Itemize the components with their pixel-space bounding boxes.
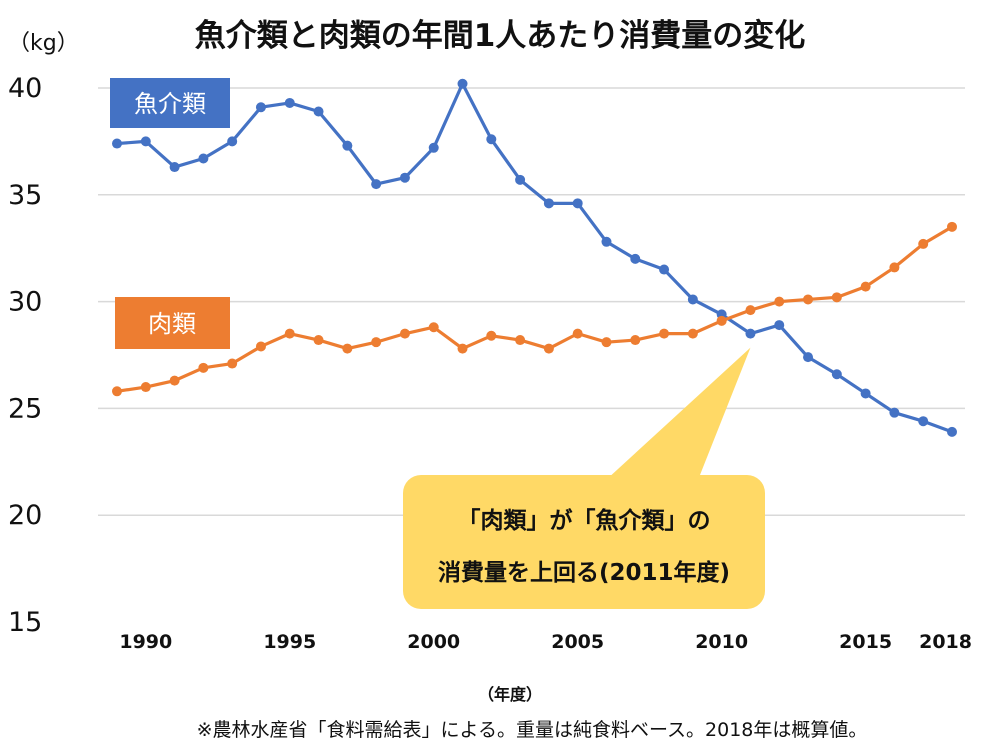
- series-line: [116, 82, 953, 434]
- annotation-callout: 「肉類」が「魚介類」の 消費量を上回る(2011年度): [403, 347, 765, 609]
- x-tick-label: 2018: [919, 631, 972, 653]
- data-point: [860, 388, 871, 399]
- callout-box: [403, 475, 765, 609]
- data-point: [630, 253, 641, 264]
- data-point: [918, 238, 929, 249]
- data-point: [803, 294, 814, 305]
- data-point: [774, 296, 785, 307]
- data-point: [745, 328, 756, 339]
- data-point: [572, 198, 583, 209]
- callout-line-1: 「肉類」が「魚介類」の: [458, 507, 711, 534]
- x-axis-ticks: 1990 1995 2000 2005 2010 2015 2018: [119, 631, 972, 653]
- y-tick-label: 15: [8, 607, 42, 638]
- data-point: [284, 97, 295, 108]
- data-point: [659, 264, 670, 275]
- legend-meat-box: [115, 297, 230, 349]
- data-point: [371, 337, 382, 348]
- data-point: [342, 140, 353, 151]
- data-point: [428, 322, 439, 333]
- data-point: [486, 330, 497, 341]
- data-point: [860, 281, 871, 292]
- data-point: [227, 358, 238, 369]
- data-point: [716, 315, 727, 326]
- x-axis-label: （年度）: [478, 685, 542, 704]
- data-point: [313, 106, 324, 117]
- data-point: [313, 335, 324, 346]
- data-point: [198, 153, 209, 164]
- data-point: [140, 136, 151, 147]
- x-tick-label: 1990: [119, 631, 172, 653]
- data-point: [889, 262, 900, 273]
- legend-fish-label: 魚介類: [134, 90, 206, 118]
- data-point: [831, 369, 842, 380]
- data-point: [428, 142, 439, 153]
- data-point: [486, 134, 497, 145]
- series-fish: [112, 78, 957, 437]
- source-note: ※農林水産省「食料需給表」による。重量は純食料ベース。2018年は概算値。: [197, 719, 868, 741]
- legend-meat-label: 肉類: [148, 310, 196, 338]
- data-point: [112, 138, 122, 149]
- data-point: [169, 162, 180, 173]
- data-point: [831, 292, 842, 303]
- data-point: [457, 78, 468, 89]
- y-tick-label: 25: [8, 393, 42, 424]
- data-point: [745, 305, 756, 316]
- data-point: [457, 343, 468, 354]
- data-point: [601, 337, 612, 348]
- data-point: [227, 136, 238, 147]
- data-point: [255, 341, 266, 352]
- data-point: [543, 198, 554, 209]
- data-point: [515, 335, 526, 346]
- y-tick-label: 30: [8, 287, 42, 318]
- chart-title: 魚介類と肉類の年間1人あたり消費量の変化: [195, 18, 806, 54]
- y-tick-label: 40: [8, 73, 42, 104]
- data-point: [687, 294, 698, 305]
- data-point: [918, 416, 929, 427]
- x-tick-label: 2005: [551, 631, 604, 653]
- data-point: [889, 407, 900, 418]
- y-tick-label: 35: [8, 180, 42, 211]
- data-point: [947, 426, 957, 437]
- data-point: [399, 172, 410, 183]
- legend-fish-box: [110, 78, 230, 128]
- data-point: [399, 328, 410, 339]
- callout-pointer: [606, 347, 751, 480]
- data-point: [255, 102, 266, 113]
- data-point: [572, 328, 583, 339]
- x-tick-label: 2015: [839, 631, 892, 653]
- series-layer: [112, 78, 957, 437]
- data-point: [371, 179, 382, 190]
- data-point: [543, 343, 554, 354]
- data-point: [140, 382, 151, 393]
- data-point: [169, 375, 180, 386]
- y-axis-ticks: 40 35 30 25 20 15: [8, 73, 42, 638]
- data-point: [342, 343, 353, 354]
- data-point: [284, 328, 295, 339]
- x-tick-label: 2000: [407, 631, 460, 653]
- y-unit-label: （kg）: [8, 31, 79, 56]
- data-point: [630, 335, 641, 346]
- series-meat: [112, 221, 957, 397]
- data-point: [601, 236, 612, 247]
- callout-line-2: 消費量を上回る(2011年度): [438, 559, 730, 586]
- data-point: [659, 328, 670, 339]
- data-point: [687, 328, 698, 339]
- y-tick-label: 20: [8, 500, 42, 531]
- x-tick-label: 2010: [695, 631, 748, 653]
- x-tick-label: 1995: [263, 631, 316, 653]
- data-point: [947, 221, 957, 232]
- data-point: [803, 352, 814, 363]
- data-point: [515, 174, 526, 185]
- data-point: [774, 320, 785, 331]
- data-point: [198, 362, 209, 373]
- data-point: [112, 386, 122, 397]
